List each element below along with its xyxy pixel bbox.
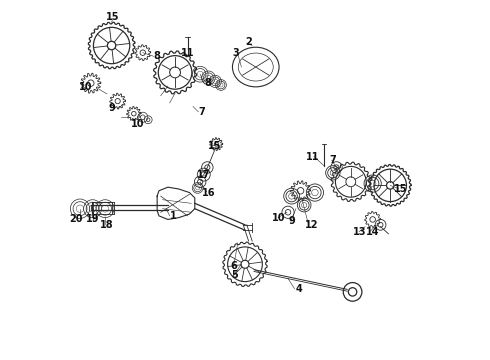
- Text: 15: 15: [208, 141, 221, 151]
- Text: 8: 8: [204, 78, 211, 88]
- Text: 7: 7: [198, 107, 205, 117]
- Text: 12: 12: [305, 220, 318, 230]
- Text: 13: 13: [353, 227, 367, 237]
- Text: 6: 6: [231, 261, 238, 271]
- Text: 14: 14: [366, 227, 379, 237]
- Text: 9: 9: [288, 216, 295, 226]
- Text: 5: 5: [231, 270, 238, 280]
- Text: 18: 18: [100, 220, 114, 230]
- Text: 10: 10: [79, 82, 92, 92]
- Text: 17: 17: [197, 170, 211, 180]
- Text: 20: 20: [70, 215, 83, 224]
- Text: 3: 3: [233, 48, 240, 58]
- Text: 4: 4: [295, 284, 302, 294]
- Text: 2: 2: [245, 37, 252, 47]
- Text: 10: 10: [131, 120, 144, 129]
- Text: 7: 7: [329, 155, 336, 165]
- Text: 11: 11: [306, 152, 320, 162]
- Text: 16: 16: [202, 188, 216, 198]
- Text: 19: 19: [86, 215, 99, 224]
- Text: 15: 15: [105, 12, 119, 22]
- Text: 10: 10: [272, 213, 286, 222]
- Text: 8: 8: [154, 51, 161, 61]
- Text: 15: 15: [394, 184, 408, 194]
- Text: 1: 1: [170, 211, 177, 221]
- Text: 9: 9: [109, 103, 116, 113]
- Text: 11: 11: [181, 48, 195, 58]
